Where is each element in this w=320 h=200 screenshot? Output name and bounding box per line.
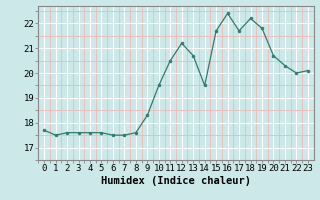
X-axis label: Humidex (Indice chaleur): Humidex (Indice chaleur) <box>101 176 251 186</box>
